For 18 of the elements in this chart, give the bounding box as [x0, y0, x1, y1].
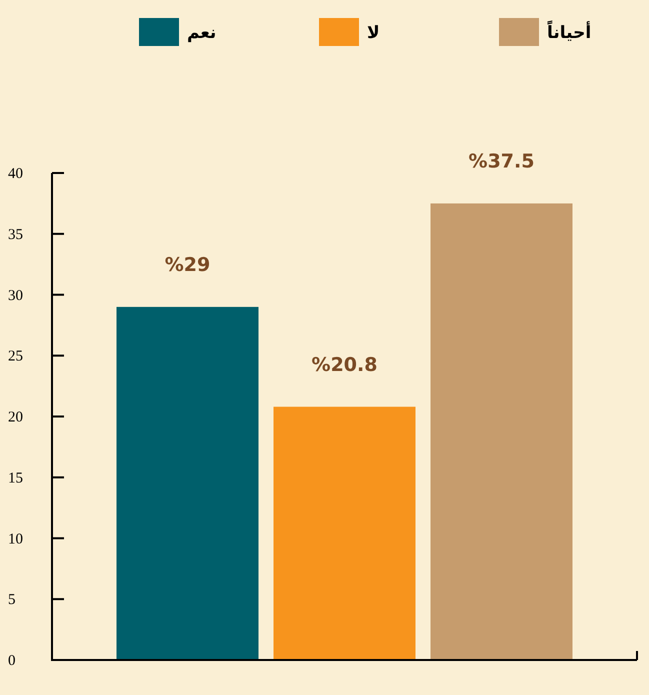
bar	[274, 406, 416, 660]
legend-label: لا	[367, 23, 380, 43]
y-tick-label: 5	[8, 592, 16, 608]
y-tick-label: 20	[8, 410, 23, 426]
y-tick-label: 10	[8, 531, 23, 548]
y-tick-label: 30	[8, 288, 23, 304]
bar	[430, 203, 572, 660]
data-label: %29	[164, 254, 210, 276]
y-tick-label: 0	[8, 653, 16, 669]
y-tick-label: 25	[8, 348, 23, 365]
y-tick-label: 40	[8, 166, 23, 182]
legend-label: أحياناً	[546, 19, 592, 43]
y-tick-label: 15	[8, 470, 23, 486]
data-label: %37.5	[468, 150, 534, 172]
bar	[116, 306, 258, 660]
data-label: %20.8	[312, 354, 378, 376]
legend-label: نعم	[187, 23, 216, 43]
y-tick-label: 35	[8, 226, 23, 243]
